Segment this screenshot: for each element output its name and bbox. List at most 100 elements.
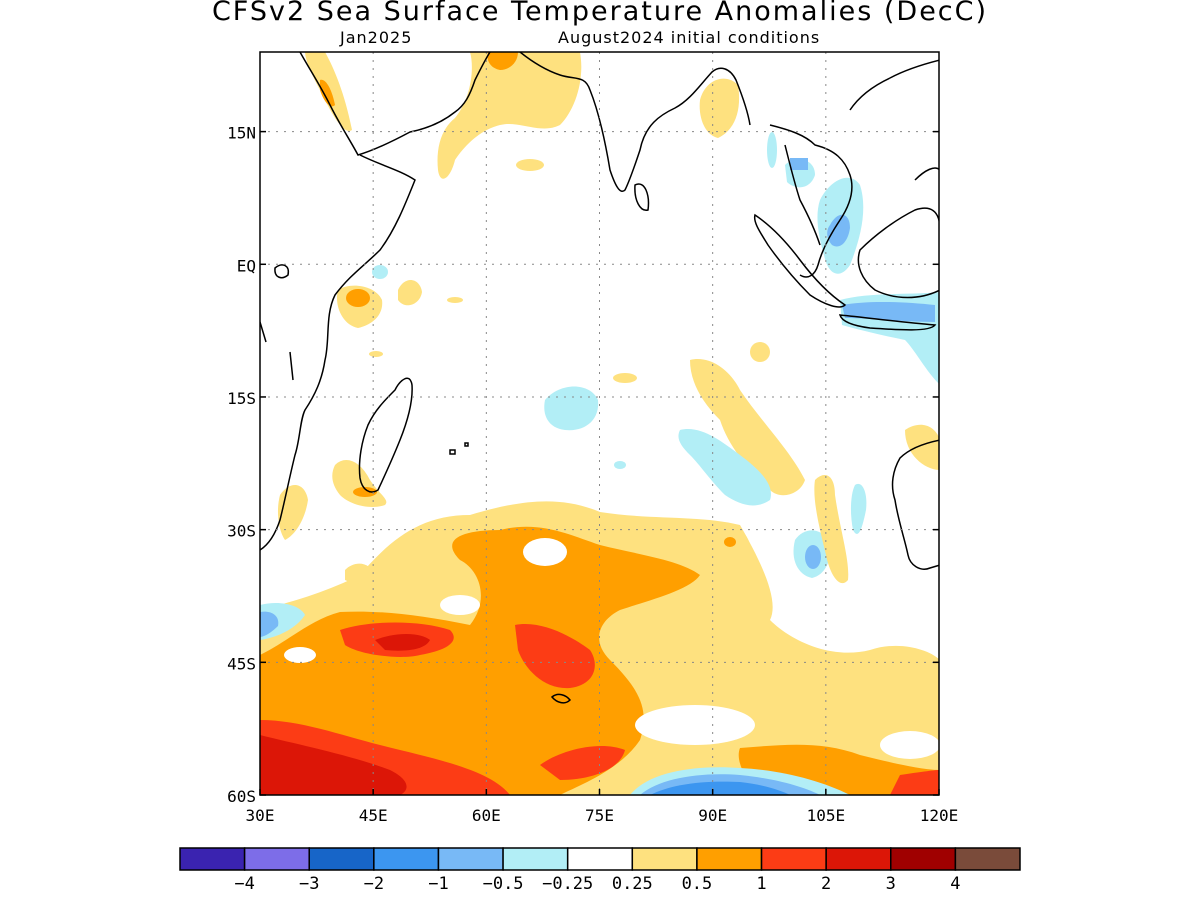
coastline-mauritius xyxy=(449,449,456,455)
anomaly-hole-3 xyxy=(880,731,939,759)
colorbar-swatch xyxy=(696,847,763,871)
x-tick-label: 105E xyxy=(807,806,846,825)
colorbar-label: −1 xyxy=(428,874,448,894)
anomaly-region-warm-dot-3 xyxy=(613,373,637,383)
coastline-indochina xyxy=(769,124,853,278)
anomaly-region-warm-east-small xyxy=(750,342,770,362)
coastlines xyxy=(260,52,939,704)
anomaly-region-orange-madagascar-south xyxy=(353,487,377,497)
colorbar-swatch xyxy=(825,847,892,871)
coastline-arabia-africa xyxy=(299,52,491,156)
anomaly-region-red-east xyxy=(515,624,595,689)
anomaly-region-cool-dot-1 xyxy=(614,461,626,469)
anomaly-region-cool-south-dark xyxy=(650,781,790,795)
anomaly-region-darkred-southwest xyxy=(260,735,407,795)
anomaly-hole-4 xyxy=(635,705,755,745)
anomaly-region-red-southcentral xyxy=(540,745,625,780)
anomaly-region-cool-east xyxy=(678,429,771,506)
colorbar-label: 4 xyxy=(950,874,960,894)
anomaly-region-orange-red-sea xyxy=(320,79,335,107)
colorbar-boxes xyxy=(179,847,1021,871)
anomaly-region-orange-east-dot xyxy=(724,537,736,547)
anomaly-region-cool-southwest-dark xyxy=(260,611,279,637)
x-axis: 30E 45E 60E 75E 90E 105E 120E xyxy=(246,789,959,825)
y-tick-label: 60S xyxy=(227,787,256,806)
colorbar-label: 0.5 xyxy=(682,874,713,894)
coastline-seychelles xyxy=(274,264,290,279)
y-tick-label: 15S xyxy=(227,389,256,408)
colorbar-label: −3 xyxy=(299,874,319,894)
coastline-malay-peninsula xyxy=(784,144,821,246)
colorbar-swatch xyxy=(631,847,698,871)
coastline-australia xyxy=(891,439,939,570)
x-tick-label: 45E xyxy=(359,806,388,825)
colorbar-swatch xyxy=(954,847,1021,871)
coastline-china xyxy=(849,59,939,111)
anomaly-region-southeast-red xyxy=(890,770,939,795)
anomaly-region-warm-west-australia xyxy=(905,424,939,470)
colorbar-label: 2 xyxy=(821,874,831,894)
colorbar-label: −2 xyxy=(364,874,384,894)
colorbar-swatch xyxy=(308,847,375,871)
coastline-kerguelen xyxy=(550,693,572,704)
anomaly-region-warm-dot-1 xyxy=(447,297,463,303)
coastline-sri-lanka xyxy=(634,183,650,211)
coastline-india xyxy=(519,52,751,192)
colorbar-labels: −4 −3 −2 −1 −0.5 −0.25 0.25 0.5 1 2 3 4 xyxy=(234,874,960,894)
anomaly-region-orange-arabian-sea xyxy=(487,52,518,70)
x-tick-label: 90E xyxy=(698,806,727,825)
colorbar-swatch xyxy=(502,847,569,871)
grid xyxy=(260,52,939,795)
anomaly-hole-1 xyxy=(523,538,567,566)
x-tick-label: 30E xyxy=(246,806,275,825)
y-tick-label: 15N xyxy=(227,124,256,143)
colorbar-swatch xyxy=(566,847,634,871)
anomaly-region-orange-somali xyxy=(346,289,370,307)
colorbar-label: −4 xyxy=(234,874,254,894)
x-tick-label: 60E xyxy=(472,806,501,825)
anomaly-region-blue-gulf-of-thailand xyxy=(790,158,808,170)
chart-title: CFSv2 Sea Surface Temperature Anomalies … xyxy=(211,0,989,27)
anomaly-region-blue-south-china-sea xyxy=(827,214,850,247)
anomaly-region-cool-strip-west-sumatra xyxy=(767,132,777,168)
anomaly-region-darkred-central xyxy=(375,634,430,651)
anomaly-region-cool-west-australia xyxy=(850,483,867,534)
anomaly-hole-5 xyxy=(284,647,316,663)
y-axis: 15N EQ 15S 30S 45S 60S xyxy=(227,124,939,806)
y-tick-label: 45S xyxy=(227,654,256,673)
colorbar-label: −0.25 xyxy=(542,874,593,894)
x-tick-label: 75E xyxy=(585,806,614,825)
colorbar-swatch xyxy=(437,847,504,871)
colorbar-swatch xyxy=(179,847,246,871)
anomaly-field xyxy=(260,52,939,795)
coastline-comoros xyxy=(260,321,294,381)
anomaly-region-cool-small-equator xyxy=(372,265,388,279)
anomaly-region-blue-southeast xyxy=(805,545,821,569)
coastline-sumatra xyxy=(753,213,847,308)
coastline-horn-of-africa xyxy=(260,154,416,551)
chart-subtitle-initial-conditions: August2024 initial conditions xyxy=(558,28,821,47)
colorbar-label: 0.25 xyxy=(612,874,653,894)
colorbar-label: 1 xyxy=(756,874,766,894)
anomaly-region-warm-dot-2 xyxy=(369,351,383,357)
anomaly-region-warm-diagonal xyxy=(690,359,805,496)
coastline-borneo xyxy=(857,207,939,299)
colorbar-label: −0.5 xyxy=(483,874,524,894)
anomaly-region-warm-western-equatorial xyxy=(398,280,422,306)
chart-subtitle-month: Jan2025 xyxy=(340,28,413,47)
coastline-java xyxy=(838,314,937,331)
x-tick-label: 120E xyxy=(920,806,959,825)
anomaly-region-warm-agulhas-north xyxy=(345,563,375,584)
colorbar-swatch xyxy=(890,847,957,871)
y-tick-label: 30S xyxy=(227,522,256,541)
coastline-madagascar xyxy=(358,377,413,493)
anomaly-region-warm-southeast-strip xyxy=(814,475,849,584)
anomaly-region-warm-small-north xyxy=(516,159,544,171)
anomaly-hole-2 xyxy=(440,595,480,615)
coastline-reunion xyxy=(464,442,469,447)
y-tick-label: EQ xyxy=(237,256,256,275)
anomaly-region-warm-bay-of-bengal xyxy=(699,78,740,138)
anomaly-region-southern-orange xyxy=(260,526,700,795)
